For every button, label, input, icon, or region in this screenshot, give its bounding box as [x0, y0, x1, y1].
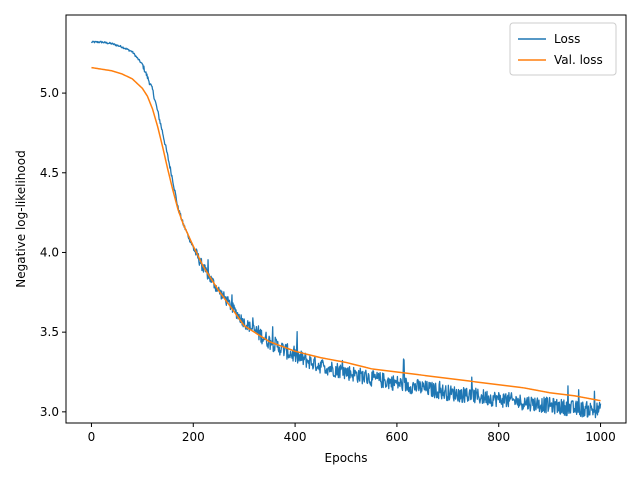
legend-box [509, 22, 617, 76]
y-tick-label: 5.0 [40, 86, 59, 100]
x-axis-label: Epochs [325, 451, 368, 465]
y-tick-label: 3.0 [40, 405, 59, 419]
legend: Loss Val. loss [509, 22, 617, 76]
x-axis-ticks: 0 200 400 600 800 1000 [88, 423, 616, 444]
x-tick-label: 600 [385, 430, 408, 444]
x-tick-label: 200 [182, 430, 205, 444]
series-line-1 [90, 40, 602, 419]
x-tick-label: 0 [88, 430, 96, 444]
series-line-2 [91, 66, 601, 402]
y-tick-label: 4.0 [40, 245, 59, 259]
legend-label: Val. loss [554, 53, 603, 67]
x-tick-label: 1000 [585, 430, 616, 444]
plot-lines [90, 40, 602, 419]
x-tick-label: 800 [487, 430, 510, 444]
y-axis-ticks: 3.0 3.5 4.0 4.5 5.0 [40, 86, 66, 419]
y-tick-label: 4.5 [40, 166, 59, 180]
legend-label: Loss [554, 32, 580, 46]
x-tick-label: 400 [284, 430, 307, 444]
y-tick-label: 3.5 [40, 325, 59, 339]
plot-frame [65, 14, 627, 424]
y-axis-label: Negative log-likelihood [14, 150, 28, 287]
